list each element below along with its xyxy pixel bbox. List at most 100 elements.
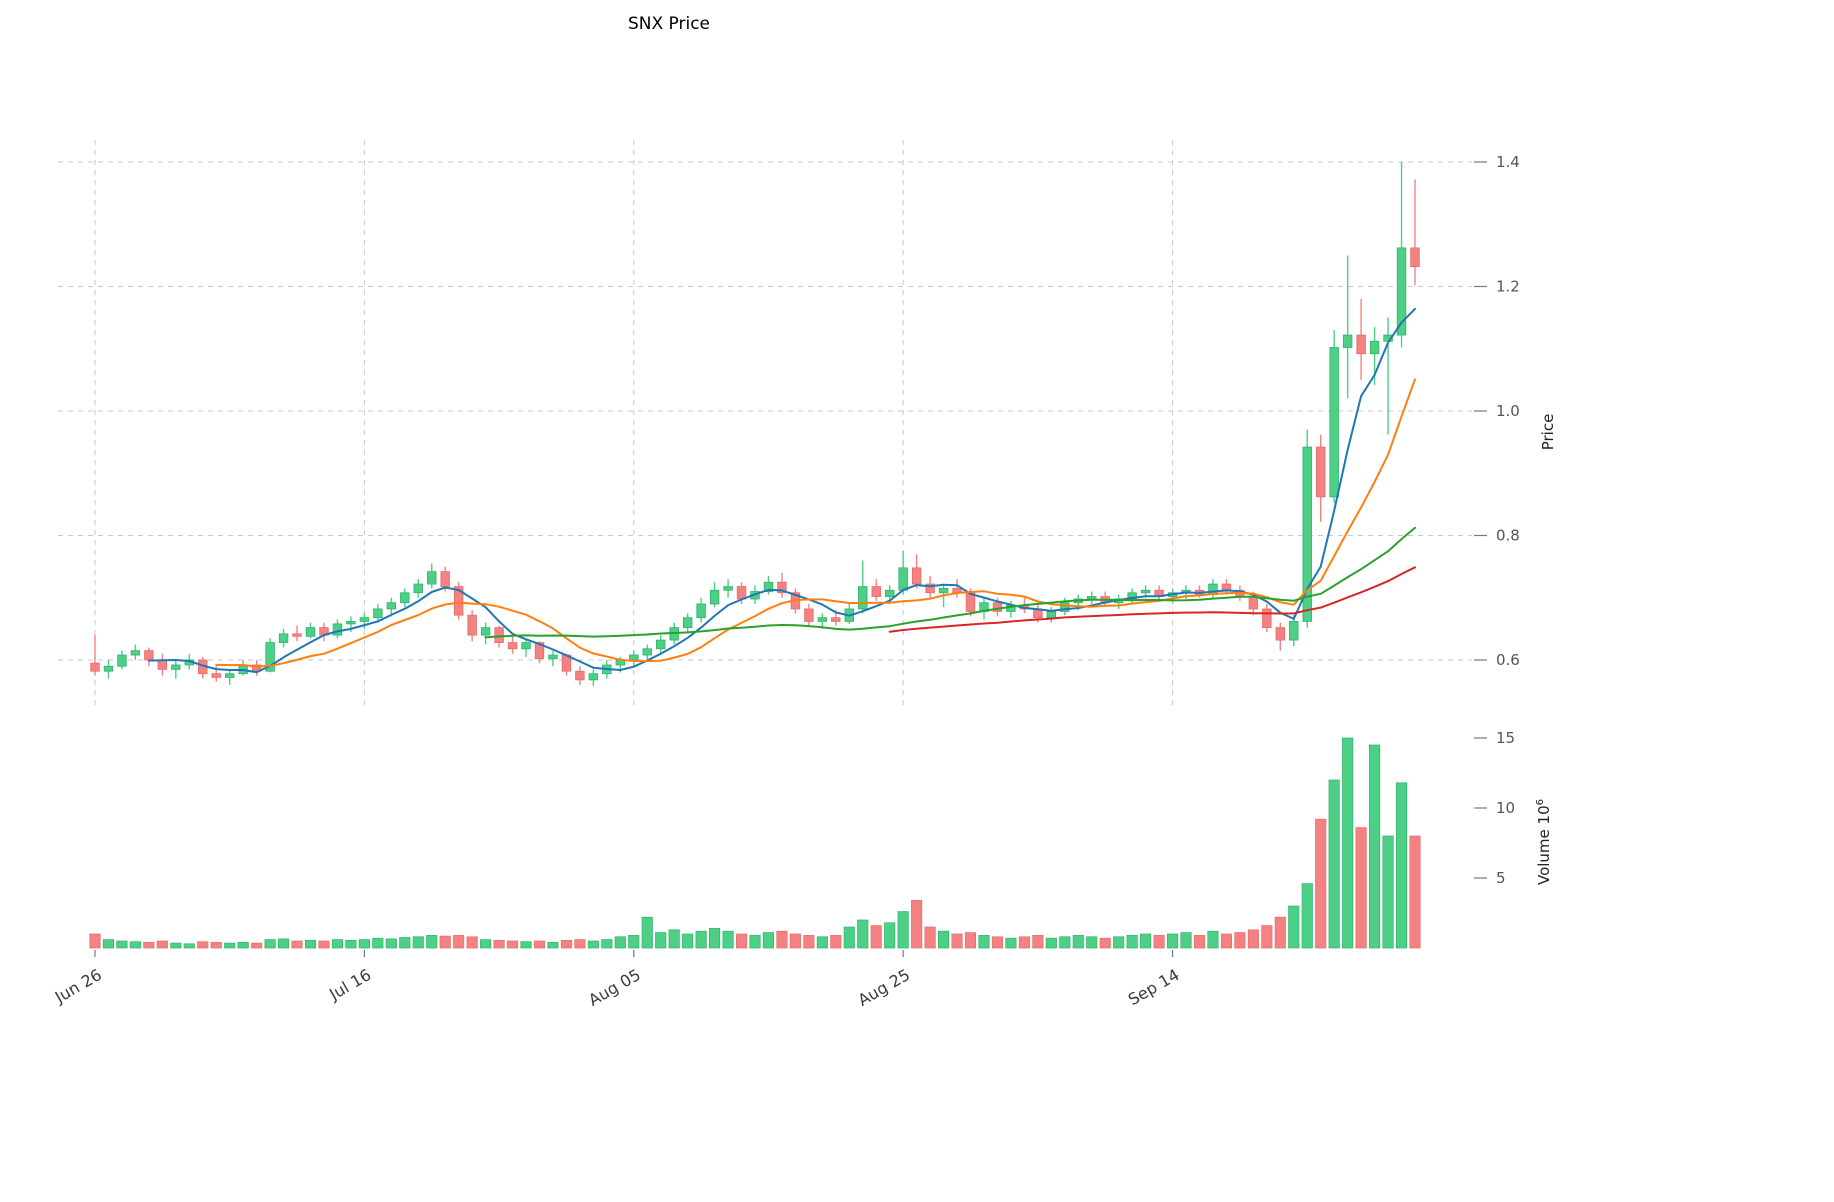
volume-bar xyxy=(722,930,734,949)
volume-bar xyxy=(1315,818,1327,949)
volume-bar xyxy=(1072,935,1084,949)
candle-body xyxy=(346,621,356,625)
volume-bar xyxy=(870,925,882,949)
candle-body xyxy=(575,670,585,681)
volume-bars xyxy=(89,737,1421,949)
candle-body xyxy=(1410,247,1420,267)
volume-bar xyxy=(1018,936,1030,949)
axis-ticks-and-labels: 0.6 0.8 1.0 1.2 1.4 5 10 15 Jun 26 Jul 16 Aug 05 Au… xyxy=(51,153,1520,1010)
volume-bar xyxy=(1032,935,1044,949)
volume-bar xyxy=(520,941,532,949)
volume-axis-exponent: 6 xyxy=(1535,799,1546,805)
candle-body xyxy=(278,633,289,643)
volume-bar xyxy=(897,911,909,949)
volume-bar xyxy=(170,942,182,949)
candle-body xyxy=(1248,596,1259,610)
candle-body xyxy=(224,673,235,678)
price-tick-label: 0.6 xyxy=(1496,651,1520,669)
volume-bar xyxy=(385,938,397,949)
volume-bar xyxy=(1099,937,1111,949)
volume-bar xyxy=(304,939,317,949)
candle-body xyxy=(831,617,841,622)
candle-body xyxy=(521,642,531,650)
candle-body xyxy=(467,614,477,636)
price-axis-label: Price xyxy=(1539,414,1557,451)
volume-bar xyxy=(1342,737,1354,949)
candle-body xyxy=(117,654,127,667)
chart-title: SNX Price xyxy=(628,14,710,34)
volume-bar xyxy=(439,935,451,949)
volume-bar xyxy=(372,937,384,949)
volume-bar xyxy=(1409,835,1421,949)
volume-bar xyxy=(143,942,155,949)
volume-bar xyxy=(1005,937,1017,949)
candle-body xyxy=(1046,611,1057,619)
volume-bar xyxy=(789,933,801,949)
candle-body xyxy=(871,586,881,597)
volume-bar xyxy=(453,935,465,949)
price-tick-label: 1.2 xyxy=(1496,278,1520,296)
volume-bar xyxy=(938,930,950,949)
candle-body xyxy=(938,588,949,594)
candle-body xyxy=(480,627,491,636)
ma-line-60 xyxy=(888,566,1416,633)
volume-bar xyxy=(964,932,977,949)
candle-body xyxy=(709,589,720,605)
candle-body xyxy=(548,654,558,660)
candle-body xyxy=(1369,340,1380,355)
candle-body xyxy=(656,639,666,650)
volume-bar xyxy=(1126,935,1138,949)
candle-body xyxy=(1396,247,1407,336)
candle-body xyxy=(332,623,343,636)
volume-bar xyxy=(843,926,855,949)
volume-bar xyxy=(1140,933,1152,949)
candle-body xyxy=(911,567,922,585)
volume-bar xyxy=(601,939,613,949)
volume-bar xyxy=(426,935,438,949)
candle-body xyxy=(588,673,599,681)
volume-bar xyxy=(1045,937,1057,949)
volume-bar xyxy=(1086,936,1098,949)
volume-bar xyxy=(816,936,828,949)
candle-body xyxy=(427,571,437,585)
candles xyxy=(90,162,1420,687)
volume-bar xyxy=(116,940,128,949)
volume-bar xyxy=(1355,827,1367,949)
volume-tick-label: 10 xyxy=(1496,799,1515,817)
volume-bar xyxy=(156,940,168,949)
candle-body xyxy=(386,602,397,610)
volume-bar xyxy=(183,943,195,949)
volume-bar xyxy=(399,937,411,949)
candle-body xyxy=(763,581,774,592)
moving-average-lines xyxy=(147,307,1416,674)
volume-bar xyxy=(89,933,101,949)
candle-body xyxy=(642,648,652,656)
candle-body xyxy=(305,627,316,637)
candle-body xyxy=(507,642,518,650)
volume-bar xyxy=(668,929,680,949)
ma-line-30 xyxy=(484,526,1416,639)
volume-bar xyxy=(641,916,653,949)
candle-body xyxy=(400,592,410,604)
volume-bar xyxy=(345,939,357,949)
volume-tick-label: 15 xyxy=(1496,729,1515,747)
candle-body xyxy=(925,583,935,594)
volume-bar xyxy=(1167,933,1179,949)
volume-bar xyxy=(1274,916,1286,949)
volume-bar xyxy=(507,940,519,949)
x-tick-label: Jul 16 xyxy=(325,965,374,1004)
candle-body xyxy=(413,583,423,594)
volume-bar xyxy=(412,936,424,949)
volume-bar xyxy=(251,942,263,949)
volume-bar xyxy=(1113,936,1125,949)
candle-body xyxy=(858,586,868,610)
volume-bar xyxy=(749,935,761,949)
gridlines xyxy=(58,140,1472,706)
candle-body xyxy=(144,650,154,661)
x-tick-label: Sep 14 xyxy=(1125,965,1183,1009)
volume-bar xyxy=(803,935,815,949)
volume-bar xyxy=(735,933,748,949)
volume-bar xyxy=(776,930,788,949)
